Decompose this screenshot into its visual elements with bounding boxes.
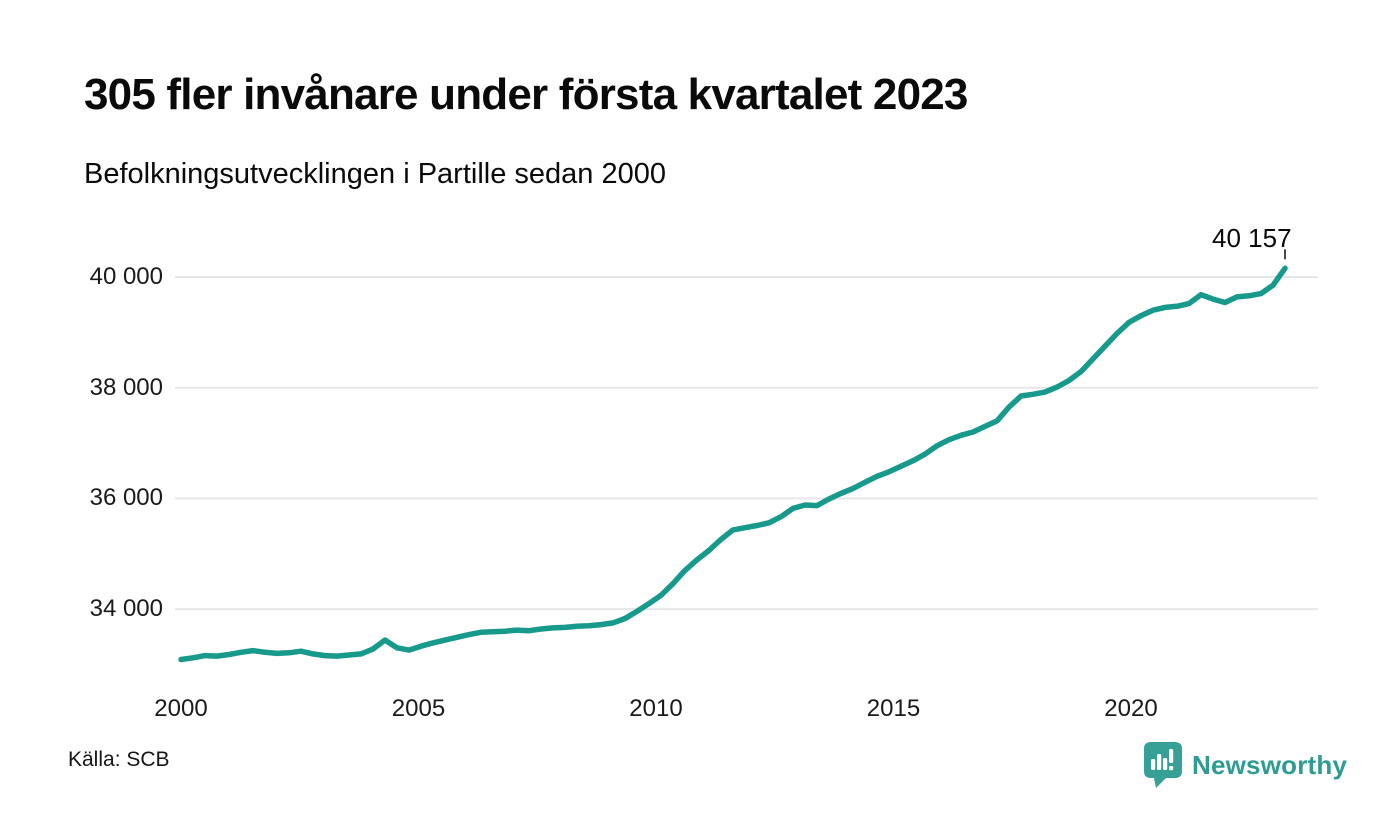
newsworthy-logo: Newsworthy — [1144, 742, 1347, 789]
source-label: Källa: SCB — [68, 748, 170, 771]
bar-chart-exclamation-glyph — [1151, 749, 1174, 771]
chart-subtitle: Befolkningsutvecklingen i Partille sedan… — [84, 158, 666, 190]
newsworthy-logo-text: Newsworthy — [1192, 750, 1348, 780]
x-tick-label: 2015 — [866, 695, 921, 722]
y-tick-label: 34 000 — [89, 595, 163, 623]
newsworthy-logo-icon — [1144, 742, 1182, 788]
x-tick-label: 2020 — [1104, 695, 1158, 722]
y-tick-label: 38 000 — [89, 373, 163, 401]
x-tick-label: 2010 — [629, 695, 683, 722]
y-tick-label: 36 000 — [89, 484, 163, 512]
last-value-label: 40 157 — [1212, 223, 1292, 253]
x-tick-label: 2000 — [154, 695, 208, 722]
y-tick-label: 40 000 — [89, 263, 163, 290]
x-tick-label: 2005 — [391, 695, 446, 722]
chart-title: 305 fler invånare under första kvartalet… — [84, 70, 968, 119]
population-line — [178, 265, 1288, 663]
